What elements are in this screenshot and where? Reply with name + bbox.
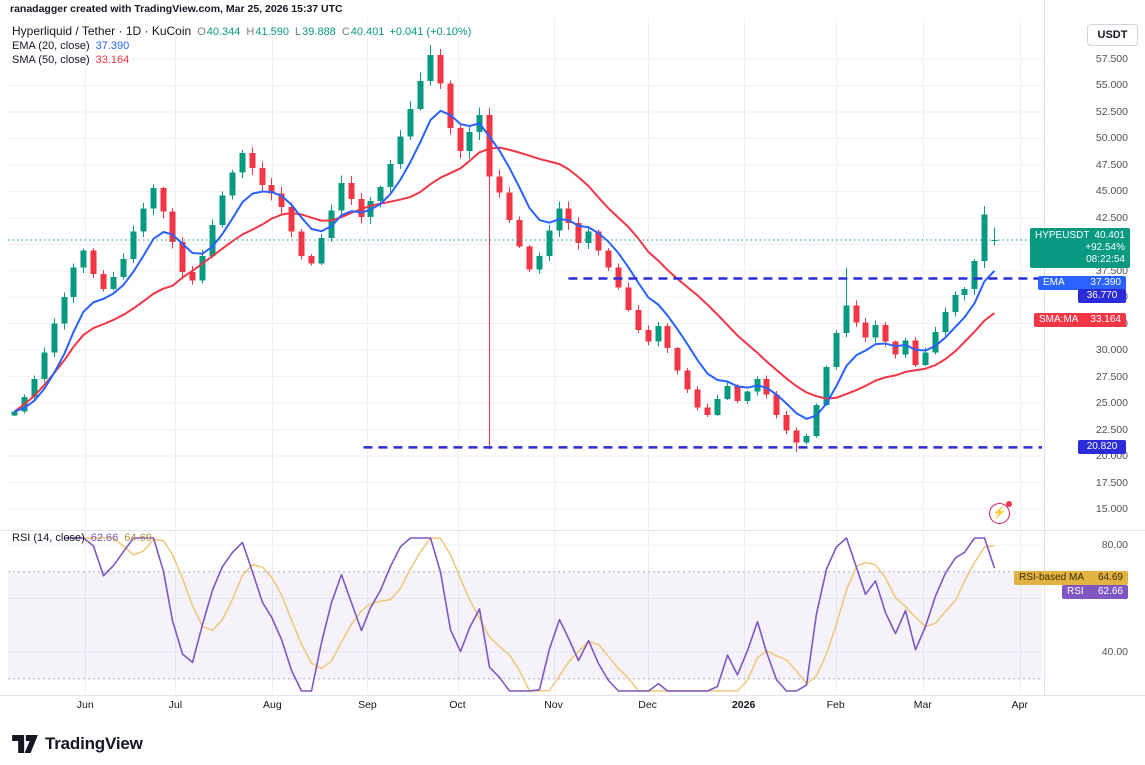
price-axis-label: 50.000 bbox=[1095, 132, 1128, 145]
time-axis-label: 2026 bbox=[731, 699, 756, 711]
time-axis-label: Aug bbox=[263, 699, 282, 711]
sma-legend-value: 33.164 bbox=[95, 54, 130, 66]
time-axis-label: Jul bbox=[168, 699, 183, 711]
price-axis-label: 25.000 bbox=[1095, 397, 1128, 410]
price-axis-label: 22.500 bbox=[1095, 423, 1128, 436]
price-axis-label: 47.500 bbox=[1095, 158, 1128, 171]
rsi-legend-value: 62.66 bbox=[90, 532, 119, 544]
attribution-text: ranadagger created with TradingView.com,… bbox=[10, 3, 343, 15]
price-tag-symbol: HYPEUSDT bbox=[1035, 230, 1090, 241]
open-label: O bbox=[197, 26, 206, 38]
close-label: C bbox=[341, 26, 350, 38]
time-axis-label: Mar bbox=[913, 699, 932, 711]
price-axis-label: 55.000 bbox=[1095, 79, 1128, 92]
currency-button[interactable]: USDT bbox=[1087, 24, 1138, 46]
ema-legend-value: 37.390 bbox=[95, 40, 130, 52]
high-label: H bbox=[246, 26, 255, 38]
rsi-ma-legend-value: 64.69 bbox=[124, 532, 152, 544]
tradingview-mark-icon bbox=[12, 735, 38, 753]
close-value: 40.401 bbox=[350, 26, 385, 38]
price-axis-label: 42.500 bbox=[1095, 211, 1128, 224]
sma-price-tag: SMA:MA 33.164 bbox=[1034, 313, 1126, 327]
rsi-tag: RSI 62.66 bbox=[1062, 585, 1128, 599]
price-axis-label: 57.500 bbox=[1095, 53, 1128, 65]
rsi-legend[interactable]: RSI (14, close) 62.66 64.69 bbox=[12, 532, 152, 544]
price-tag-change: +92.54% bbox=[1085, 242, 1125, 253]
time-axis-label: Jun bbox=[76, 699, 94, 711]
current-price-tag: HYPEUSDT 40.401 +92.54% 08:22:54 bbox=[1030, 228, 1130, 268]
sma-legend-name: SMA (50, close) bbox=[12, 54, 90, 66]
rsi-ma-tag: RSI-based MA 64.69 bbox=[1014, 571, 1128, 585]
price-axis-label: 17.500 bbox=[1095, 476, 1128, 489]
price-axis-label: 45.000 bbox=[1095, 185, 1128, 198]
change-value: +0.041 (+0.10%) bbox=[389, 26, 472, 38]
time-axis-label: Oct bbox=[449, 699, 466, 711]
tradingview-wordmark: TradingView bbox=[45, 734, 143, 753]
low-value: 39.888 bbox=[302, 26, 336, 38]
rsi-axis-label: 40.00 bbox=[1101, 646, 1128, 658]
price-axis-label: 27.500 bbox=[1095, 370, 1128, 383]
sma-legend[interactable]: SMA (50, close) 33.164 bbox=[12, 54, 129, 66]
price-axis-label: 52.500 bbox=[1095, 105, 1128, 118]
time-axis-label: Sep bbox=[358, 699, 377, 711]
notification-dot bbox=[1006, 501, 1012, 507]
rsi-legend-name: RSI (14, close) bbox=[12, 532, 85, 544]
ema-legend[interactable]: EMA (20, close) 37.390 bbox=[12, 40, 129, 52]
lightning-bolt-icon: ⚡ bbox=[992, 507, 1007, 519]
open-value: 40.344 bbox=[206, 26, 241, 38]
time-axis-label: Feb bbox=[826, 699, 845, 711]
price-axis-label: 15.000 bbox=[1095, 502, 1128, 515]
ema-price-tag: EMA 37.390 bbox=[1038, 276, 1126, 290]
upper-level-price-tag: 36.770 bbox=[1078, 289, 1126, 303]
time-axis-label: Dec bbox=[638, 699, 657, 711]
lower-level-price-tag: 20.820 bbox=[1078, 440, 1126, 454]
price-tag-value: 40.401 bbox=[1094, 230, 1125, 241]
symbol-legend: Hyperliquid / Tether · 1D · KuCoin O40.34… bbox=[12, 24, 471, 38]
symbol-title[interactable]: Hyperliquid / Tether · 1D · KuCoin bbox=[12, 24, 192, 38]
high-value: 41.590 bbox=[255, 26, 290, 38]
low-label: L bbox=[295, 26, 302, 38]
tradingview-logo[interactable]: TradingView bbox=[12, 734, 143, 754]
price-tag-countdown: 08:22:54 bbox=[1086, 254, 1125, 265]
price-axis-label: 30.000 bbox=[1095, 344, 1128, 357]
rsi-axis-label: 80.00 bbox=[1101, 539, 1128, 551]
ema-legend-name: EMA (20, close) bbox=[12, 40, 90, 52]
time-axis-label: Nov bbox=[544, 699, 563, 711]
flash-action-icon[interactable]: ⚡ bbox=[989, 501, 1012, 524]
time-axis-label: Apr bbox=[1011, 699, 1028, 711]
